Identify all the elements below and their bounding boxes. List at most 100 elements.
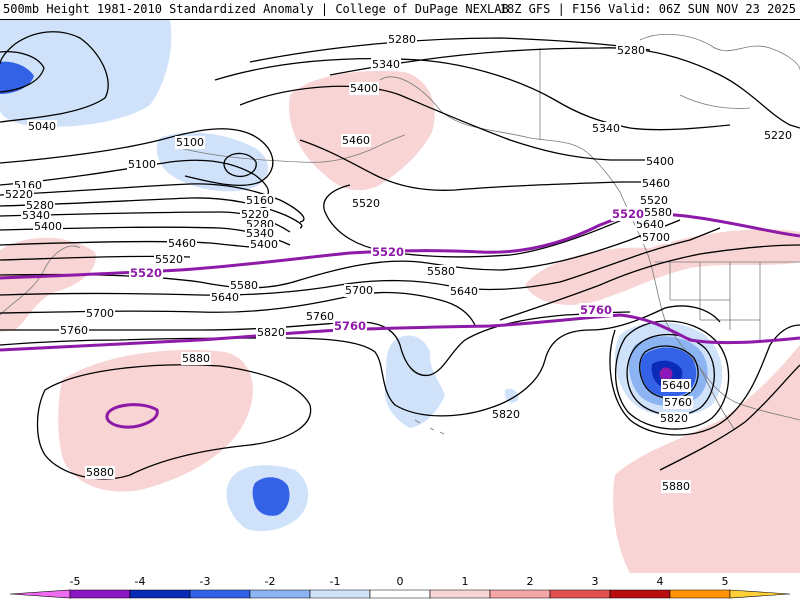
colorbar-tick-label: 1 [462,575,469,588]
colorbar-tick-label: 4 [657,575,664,588]
contour-label-background [351,197,381,210]
contour-label-background [349,82,379,95]
contour-label-5520c: 5520 [640,194,668,207]
contour-label-background [25,199,55,212]
highlight-label-5520c: 5520 [612,207,644,221]
contour-5640 [0,227,721,296]
height-anomaly-map: 5040 5100 5100 5160 5160 5220 5220 5220 … [0,20,800,573]
contour-label-5760c: 5760 [664,396,692,409]
contour-label-5040: 5040 [28,120,56,133]
contour-label-background [85,466,115,479]
map-header: 500mb Height 1981-2010 Standardized Anom… [0,0,800,20]
contour-label-5580c: 5580 [644,206,672,219]
anomaly-colorbar: -5 -4 -3 -2 -1 0 1 2 3 4 5 [9,575,791,599]
contour-labels: 5040 5100 5100 5160 5160 5220 5220 5220 … [4,33,793,493]
contour-label-background [661,379,691,392]
colorbar-band [669,589,731,599]
colorbar-band [69,589,131,599]
colorbar-band [249,589,311,599]
contour-label-5760b: 5760 [306,310,334,323]
contour-label-5160b: 5160 [246,194,274,207]
contour-label-5280c: 5280 [388,33,416,46]
contour-label-5820: 5820 [257,326,285,339]
contour-label-5100: 5100 [176,136,204,149]
contour-label-background [305,310,335,323]
contour-label-background [333,319,368,333]
contour-label-5700c: 5700 [642,231,670,244]
contour-label-background [240,208,270,221]
contour-label-background [663,396,693,409]
contour-label-background [129,266,164,280]
north-america-coast [619,191,800,421]
colorbar-tick-label: -4 [135,575,146,588]
contour-label-background [127,158,157,171]
coastlines [0,33,800,435]
contour-label-5220: 5220 [5,188,33,201]
contour-label-background [641,231,671,244]
contour-label-5880c: 5880 [662,480,690,493]
colorbar-band [369,589,431,599]
highlight-label-5520a: 5520 [130,266,162,280]
contour-label-background [249,238,279,251]
contour-label-5460: 5460 [168,237,196,250]
highlight-label-5760b: 5760 [580,303,612,317]
neg-anomaly-small [504,388,519,403]
baja-coast [699,367,736,431]
contour-label-background [371,245,406,259]
contour-label-5400c: 5400 [350,82,378,95]
pos-anomaly-subtropical [58,349,253,492]
contour-label-background [245,227,275,240]
contour-label-background [387,33,417,46]
colorbar-tick-label: -1 [330,575,341,588]
alaska-coast [379,76,621,193]
contour-label-5700: 5700 [86,307,114,320]
contour-label-background [426,265,456,278]
contour-label-5640c: 5640 [636,218,664,231]
pos-anomaly-japan [0,237,96,332]
contour-5100 [0,128,274,186]
contour-label-background [641,177,671,190]
contour-label-5280: 5280 [26,199,54,212]
colorbar-band [489,589,551,599]
colorbar-tick-label: -2 [265,575,276,588]
japan-coast [0,245,81,316]
contour-label-background [491,408,521,421]
contour-label-5640b: 5640 [450,285,478,298]
contour-label-5580b: 5580 [427,265,455,278]
contour-label-background [181,352,211,365]
contour-label-5820c: 5820 [660,412,688,425]
highlight-labels: 5520 5520 5520 5760 5760 [129,207,646,333]
colorbar-band [549,589,611,599]
contour-5160 [0,159,269,201]
contour-label-background [245,194,275,207]
colorbar-tick-label: 3 [592,575,599,588]
contour-label-5400b: 5400 [250,238,278,251]
contour-label-background [341,134,371,147]
contour-5520 [0,184,661,261]
contour-label-5400: 5400 [34,220,62,233]
contour-5040 [0,31,109,123]
highlight-label-5760a: 5760 [334,319,366,333]
contour-label-background [21,209,51,222]
hawaii-islands [414,419,445,435]
contour-label-5100b: 5100 [128,158,156,171]
contour-label-background [635,218,665,231]
colorbar-tick-labels: -5 -4 -3 -2 -1 0 1 2 3 4 5 [70,575,729,588]
contour-label-background [579,303,614,317]
pos-anomaly-westcoast [525,229,800,305]
neg-anomaly-hawaii-core [252,477,290,516]
arctic-islands [639,33,800,109]
contour-5880-highlight [105,403,159,429]
neg-anomaly-nw [0,20,172,127]
contour-label-5340: 5340 [22,209,50,222]
contour-5520-highlight [0,212,800,280]
contour-label-5580: 5580 [230,279,258,292]
contour-label-background [27,120,57,133]
contour-label-5640d: 5640 [662,379,690,392]
contour-label-background [643,206,673,219]
colorbar-tick-label: 0 [397,575,404,588]
contour-5880-mexico [659,364,800,471]
contour-label-background [210,291,240,304]
contour-label-background [659,412,689,425]
contour-label-background [167,237,197,250]
